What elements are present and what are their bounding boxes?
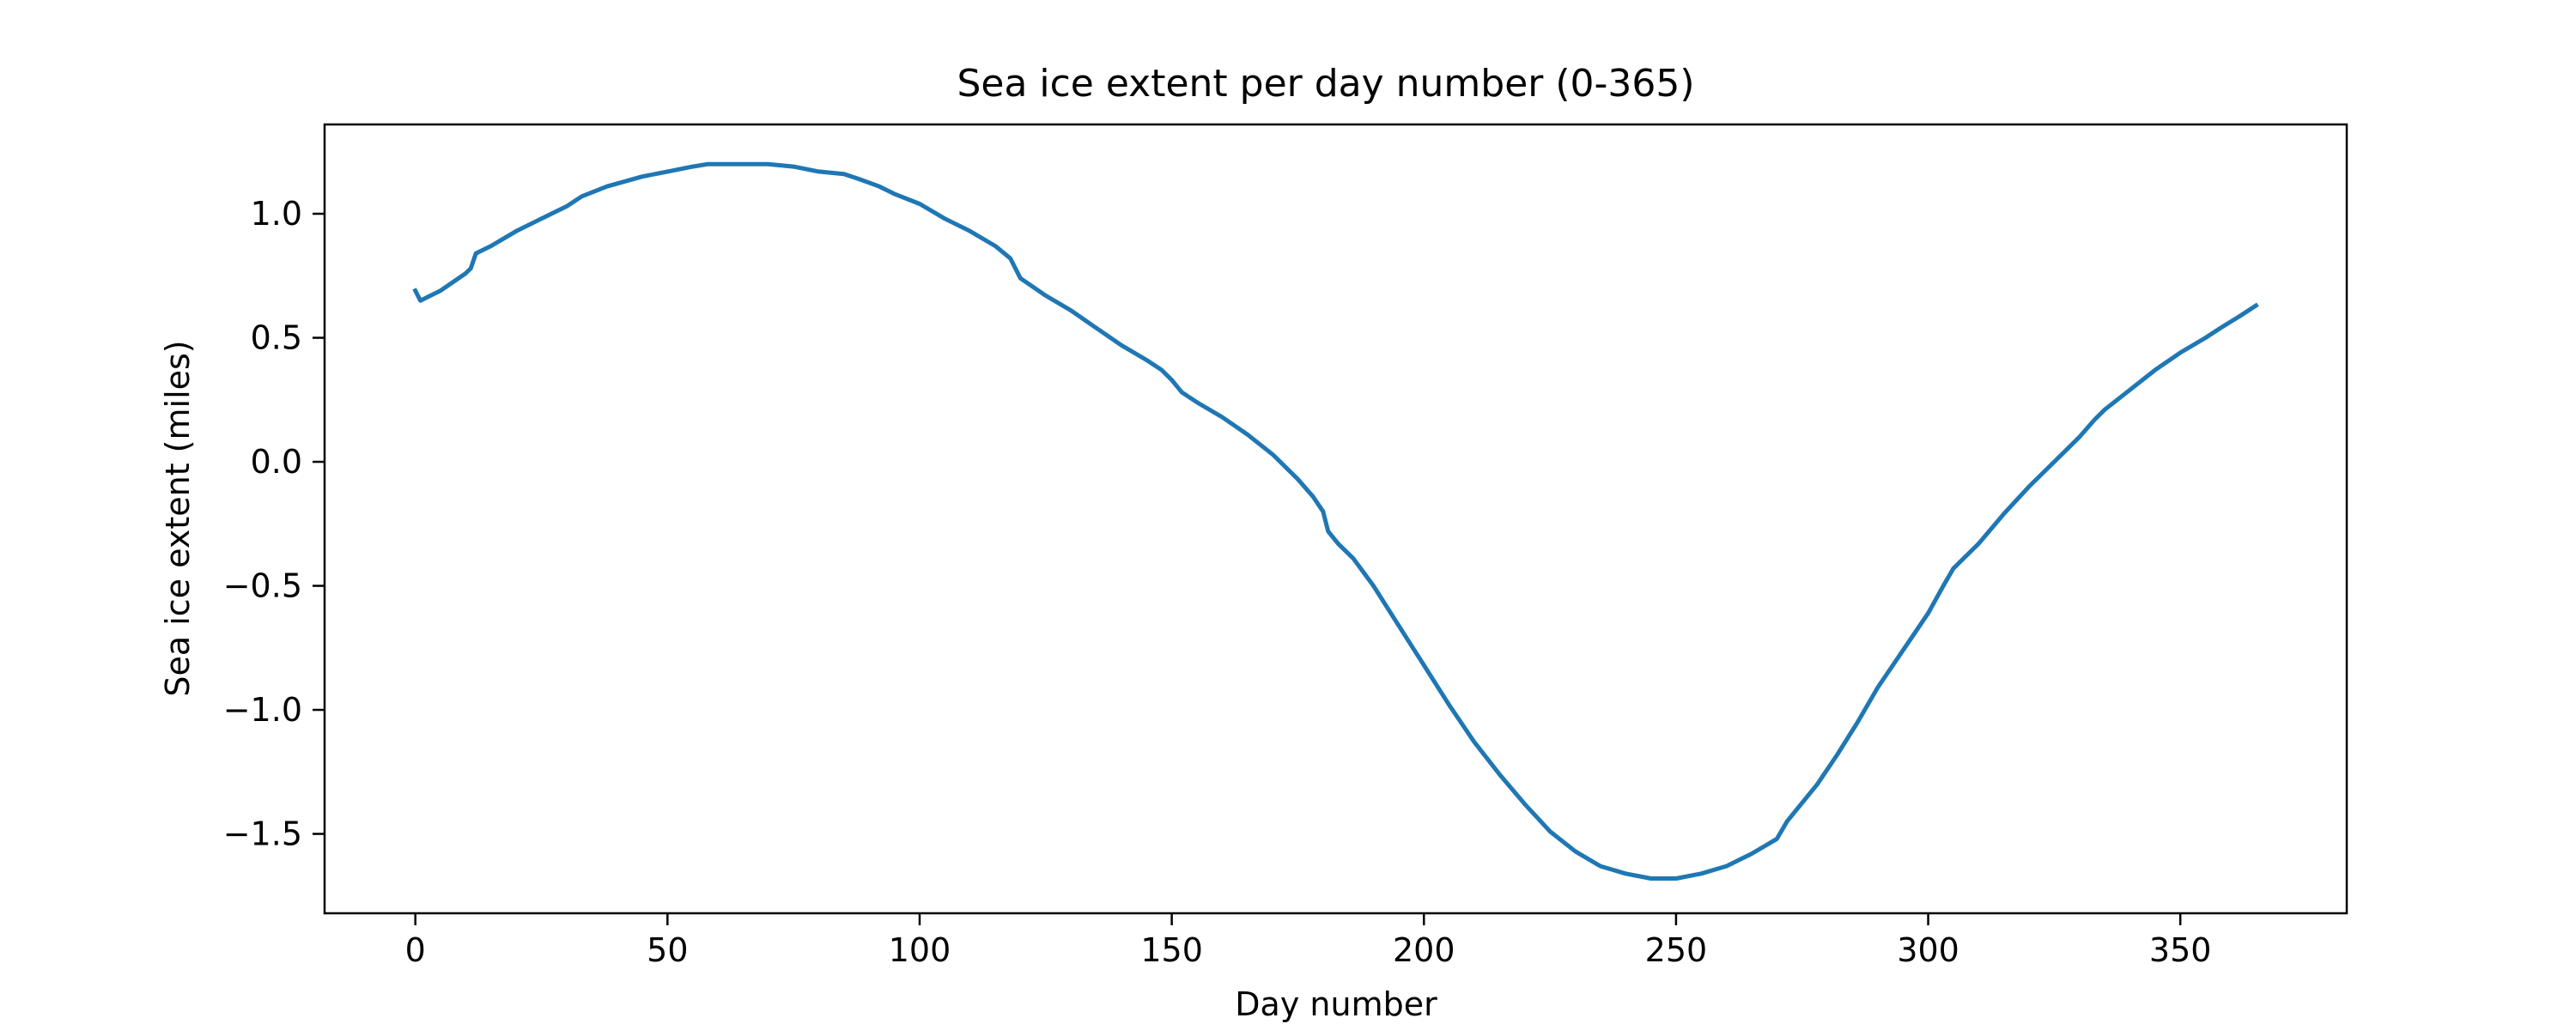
series-line-0 [412,161,2259,881]
x-axis: 0 50 100 150 200 250 300 350 [405,913,2212,969]
x-tick-label: 50 [647,931,688,969]
y-tick-label: 0.5 [251,319,302,357]
chart-title: Sea ice extent per day number (0-365) [957,62,1694,106]
y-tick-label: −1.0 [223,691,302,729]
x-tick-label: 150 [1140,931,1203,969]
y-tick-label: 1.0 [251,195,302,233]
x-tick-label: 200 [1393,931,1455,969]
y-axis-label: Sea ice extent (miles) [159,340,197,696]
y-tick-label: −0.5 [223,567,302,605]
x-axis-label: Day number [1235,985,1437,1023]
y-axis: 1.0 0.5 0.0 −0.5 −1.0 −1.5 [223,195,325,853]
series-group [412,161,2259,881]
y-tick-label: −1.5 [223,815,302,853]
x-tick-label: 300 [1897,931,1959,969]
y-tick-label: 0.0 [251,443,302,481]
x-tick-label: 350 [2149,931,2212,969]
x-tick-label: 0 [405,931,426,969]
x-tick-label: 100 [889,931,951,969]
plot-frame [323,123,2348,915]
x-tick-label: 250 [1645,931,1708,969]
